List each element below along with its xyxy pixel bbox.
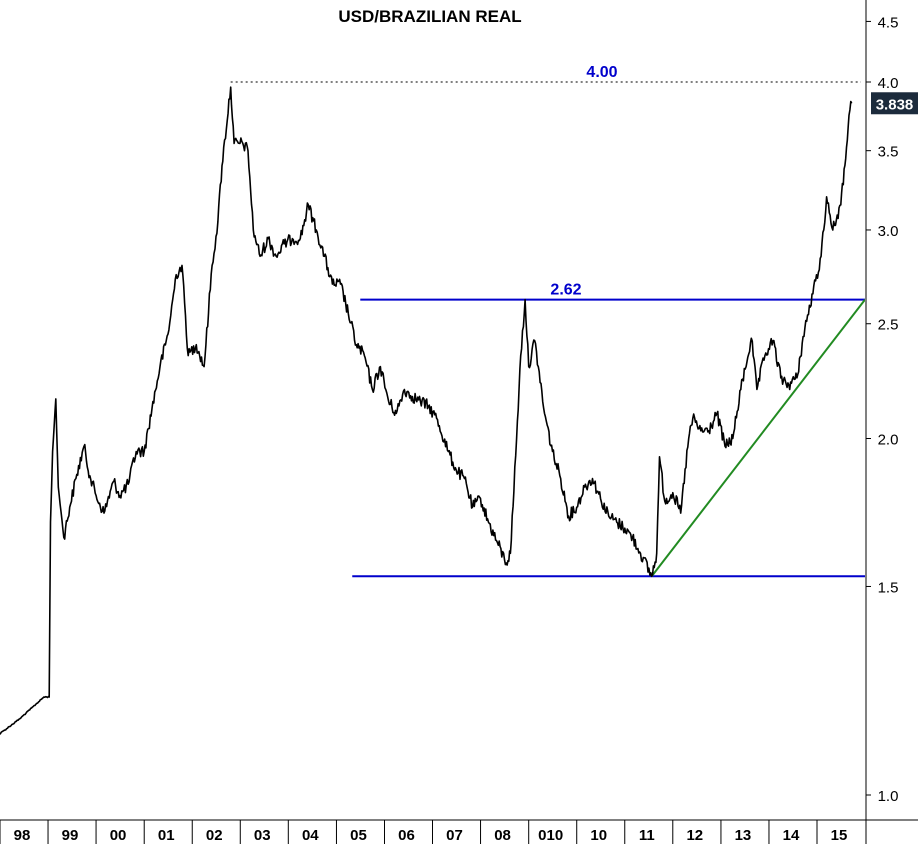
last-value-badge-label: 3.838 (876, 96, 914, 113)
x-tick-label-4: 02 (206, 827, 223, 844)
x-tick-label-7: 05 (350, 827, 367, 844)
y-tick-label-1: 1.5 (878, 579, 899, 596)
x-tick-label-14: 12 (686, 827, 703, 844)
y-tick-label-0: 1.0 (878, 788, 899, 805)
x-tick-label-1: 99 (62, 827, 79, 844)
x-tick-label-17: 15 (831, 827, 848, 844)
last-value-badge (871, 92, 918, 115)
y-tick-label-6: 4.0 (878, 75, 899, 92)
x-tick-label-12: 10 (590, 827, 607, 844)
x-tick-label-9: 07 (446, 827, 463, 844)
x-tick-label-16: 14 (783, 827, 800, 844)
x-tick-label-5: 03 (254, 827, 271, 844)
level-label-1: 2.62 (550, 282, 581, 299)
x-tick-label-3: 01 (158, 827, 175, 844)
plot-area (0, 81, 865, 735)
level-label-0: 4.00 (586, 64, 617, 81)
x-tick-label-11: 010 (538, 827, 563, 844)
chart-title: USD/BRAZILIAN REAL (338, 7, 521, 26)
x-tick-label-10: 08 (494, 827, 511, 844)
x-tick-label-6: 04 (302, 827, 319, 844)
x-tick-label-2: 00 (110, 827, 127, 844)
y-tick-label-3: 2.5 (878, 317, 899, 334)
y-tick-label-2: 2.0 (878, 432, 899, 449)
y-tick-label-4: 3.0 (878, 223, 899, 240)
price-series-0 (0, 86, 853, 735)
y-tick-label-5: 3.5 (878, 144, 899, 161)
x-tick-label-0: 98 (14, 827, 31, 844)
x-tick-label-8: 06 (398, 827, 415, 844)
x-tick-label-13: 11 (639, 827, 655, 844)
x-tick-label-15: 13 (735, 827, 752, 844)
trendline-0 (650, 299, 865, 577)
y-tick-label-7: 4.5 (878, 14, 899, 31)
